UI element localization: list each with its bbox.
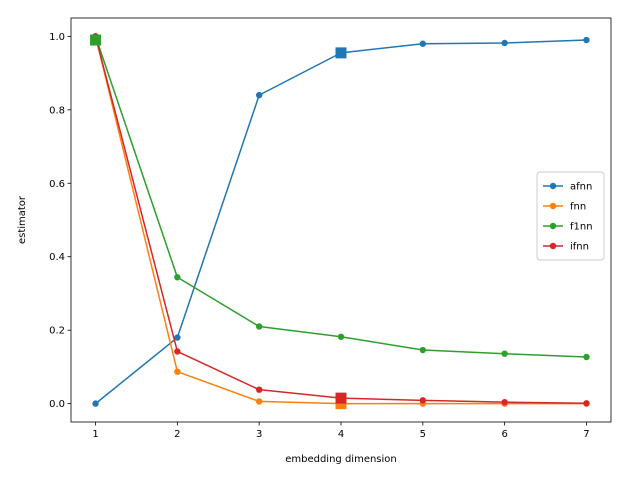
series-ifnn <box>92 33 590 407</box>
series-fnn <box>92 33 590 407</box>
data-point-f1nn <box>255 323 263 330</box>
legend-entry-afnn: afnn <box>543 182 592 193</box>
x-tick-label: 2 <box>174 429 180 440</box>
y-tick-label: 0.4 <box>49 252 65 263</box>
data-point-afnn <box>174 334 181 341</box>
data-point-fnn <box>255 398 263 405</box>
plot-area <box>90 33 590 410</box>
legend-marker <box>549 242 557 250</box>
y-tick-label: 0.0 <box>49 399 65 410</box>
data-point-ifnn <box>255 386 263 393</box>
x-tick-label: 1 <box>92 429 98 440</box>
y-tick-label: 0.6 <box>49 179 65 190</box>
data-point-ifnn <box>174 348 181 355</box>
y-tick-label: 0.2 <box>49 326 65 337</box>
series-line-ifnn <box>94 36 587 405</box>
legend: afnn fnn f1nn ifnn <box>536 171 605 261</box>
legend-label: fnn <box>570 202 586 213</box>
data-point-f1nn <box>337 333 345 340</box>
data-point-afnn <box>419 40 427 47</box>
axis-ticks: 1 2 3 4 5 6 7 0.0 0.2 0.4 0.6 0.8 1.0 <box>49 32 590 440</box>
data-point-afnn <box>255 91 263 99</box>
data-point-f1nn <box>419 346 427 354</box>
legend-marker <box>549 222 557 230</box>
highlight-marker-afnn <box>335 47 347 59</box>
data-point-ifnn <box>583 400 590 407</box>
data-point-afnn <box>92 400 99 407</box>
x-tick-label: 5 <box>420 429 426 440</box>
y-tick-label: 0.8 <box>49 105 65 116</box>
series-line-afnn <box>95 39 587 405</box>
data-point-f1nn <box>501 350 508 357</box>
legend-entry-fnn: fnn <box>543 202 586 213</box>
legend-label: ifnn <box>570 242 589 253</box>
y-tick-label: 1.0 <box>49 32 65 43</box>
highlight-marker-ifnn <box>335 392 347 404</box>
x-tick-label: 6 <box>501 429 507 440</box>
data-point-fnn <box>174 368 181 375</box>
legend-marker <box>549 182 557 190</box>
x-axis-label: embedding dimension <box>285 454 397 465</box>
data-point-afnn <box>501 39 508 47</box>
legend-box <box>536 171 605 261</box>
data-point-f1nn <box>174 274 181 281</box>
x-tick-label: 4 <box>338 429 344 440</box>
x-tick-label: 7 <box>583 429 589 440</box>
data-point-ifnn <box>501 398 508 406</box>
highlight-marker-fnn <box>335 398 347 410</box>
y-axis-label: estimator <box>17 195 28 244</box>
legend-label: afnn <box>570 182 592 193</box>
series-line-fnn <box>94 36 587 405</box>
series-afnn <box>92 36 590 407</box>
legend-marker <box>549 202 557 210</box>
series-line-f1nn <box>94 36 587 358</box>
legend-entry-f1nn: f1nn <box>543 222 593 233</box>
axes-frame <box>70 17 612 423</box>
data-point-f1nn <box>583 353 590 361</box>
data-point-afnn <box>583 36 590 44</box>
legend-label: f1nn <box>570 222 593 233</box>
highlight-marker-f1nn <box>90 34 102 46</box>
data-point-ifnn <box>419 397 427 404</box>
x-tick-label: 3 <box>256 429 262 440</box>
legend-entry-ifnn: ifnn <box>543 242 589 253</box>
